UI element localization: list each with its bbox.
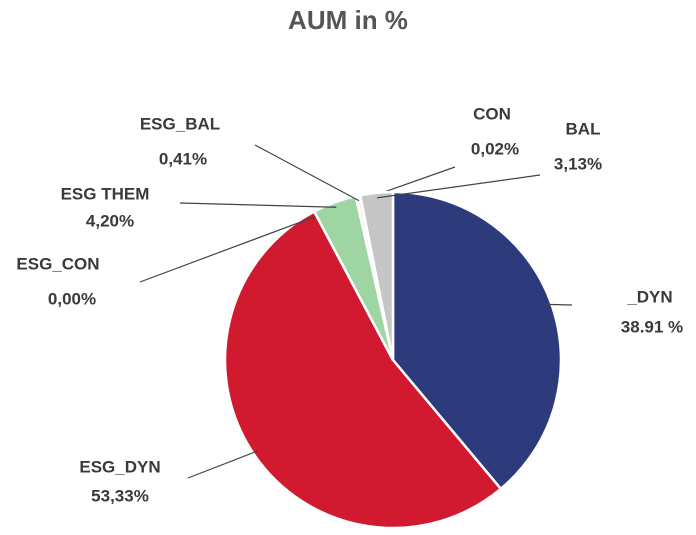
value-label: 3,13% (554, 154, 602, 173)
value-label: 0,00% (48, 289, 96, 308)
slice-label: ESG_DYN (79, 457, 160, 476)
pie-slice (391, 190, 563, 491)
pie-slice (223, 209, 503, 530)
pie-slice (358, 190, 395, 361)
leader-line (254, 144, 360, 202)
value-label: 4,20% (86, 211, 134, 230)
leader-line (376, 174, 541, 199)
value-label: 0,41% (159, 149, 207, 168)
leader-line (546, 303, 573, 306)
leader-line (139, 215, 317, 283)
slice-label: CON (473, 104, 511, 123)
slice-label: BAL (566, 119, 601, 138)
leader-line (179, 202, 337, 208)
slice-label: ESG THEM (61, 184, 150, 203)
value-label: 53,33% (91, 486, 149, 505)
slice-label: ESG_BAL (140, 114, 220, 133)
value-label: 38.91 % (621, 317, 683, 336)
chart-title: AUM in % (288, 5, 408, 35)
slice-label: _DYN (626, 287, 672, 306)
slice-label: ESG_CON (16, 254, 99, 273)
leader-line (187, 450, 259, 479)
value-label: 0,02% (471, 139, 519, 158)
